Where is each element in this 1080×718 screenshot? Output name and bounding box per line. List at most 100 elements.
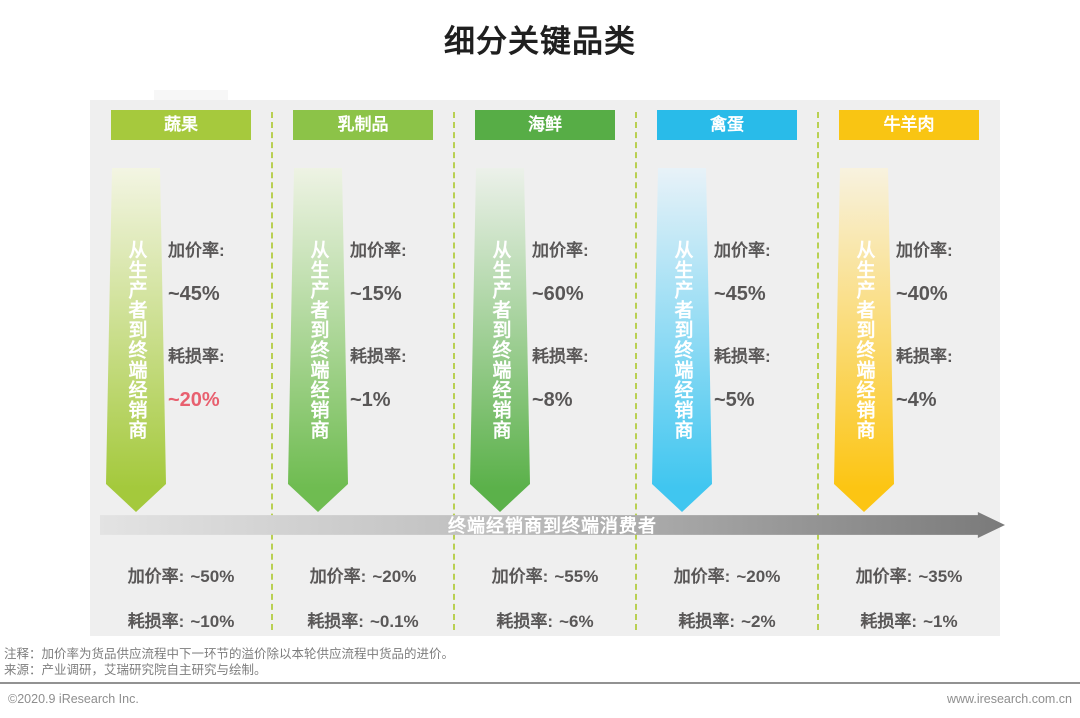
stage2-rates-row: 加价率: ~50% 耗损率: ~10% 加价率: ~20% 耗损率: ~0.1% 加价率… xyxy=(90,550,1000,652)
category-header-label: 蔬果 xyxy=(164,115,198,134)
loss-rate-label: 耗损率: xyxy=(307,612,364,631)
loss-rate-value: ~0.1% xyxy=(369,612,419,631)
category-column: 牛羊肉 从生产者到终端经销商 加价率: ~40% 耗损率: ~4% xyxy=(818,100,1000,636)
category-header: 蔬果 xyxy=(111,110,251,140)
producer-to-distributor-arrow-icon: 从生产者到终端经销商 xyxy=(834,168,894,512)
loss-rate-value: ~1% xyxy=(923,612,958,631)
horizontal-arrow-label: 终端经销商到终端消费者 xyxy=(448,516,657,536)
producer-to-distributor-arrow-icon: 从生产者到终端经销商 xyxy=(470,168,530,512)
chart-panel: 蔬果 从生产者到终端经销商 加价率: ~45% 耗损率: ~20% 乳制品 xyxy=(90,90,1005,636)
stage1-rates: 加价率: ~40% 耗损率: ~4% xyxy=(896,236,996,412)
markup-rate-label: 加价率: xyxy=(491,567,549,586)
markup-rate-value: ~20% xyxy=(736,567,781,586)
loss-rate-value: ~20% xyxy=(168,389,220,411)
loss-rate-value: ~10% xyxy=(190,612,235,631)
footnotes: 注释：加价率为货品供应流程中下一环节的溢价除以本轮供应流程中货品的进价。 来源：… xyxy=(4,646,454,678)
markup-rate-value: ~20% xyxy=(372,567,417,586)
stage2-loss-line: 耗损率: ~0.1% xyxy=(272,607,454,632)
category-header-label: 乳制品 xyxy=(337,115,389,134)
markup-rate-value: ~45% xyxy=(714,283,766,305)
markup-rate-value: ~60% xyxy=(532,283,584,305)
footer-divider xyxy=(0,682,1080,684)
copyright-text: ©2020.9 iResearch Inc. xyxy=(8,692,139,706)
vertical-arrow-label: 从生产者到终端经销商 xyxy=(307,240,329,440)
loss-rate-label: 耗损率: xyxy=(168,347,225,366)
stage2-markup-line: 加价率: ~55% xyxy=(454,562,636,587)
stage2-rates-cell: 加价率: ~20% 耗损率: ~0.1% xyxy=(272,550,454,652)
stage1-rates: 加价率: ~45% 耗损率: ~5% xyxy=(714,236,814,412)
category-header-label: 海鲜 xyxy=(528,115,562,134)
column-separator xyxy=(271,112,273,630)
markup-rate-label: 加价率: xyxy=(127,567,185,586)
stage2-loss-line: 耗损率: ~2% xyxy=(636,607,818,632)
category-columns: 蔬果 从生产者到终端经销商 加价率: ~45% 耗损率: ~20% 乳制品 xyxy=(90,100,1000,636)
column-separator xyxy=(817,112,819,630)
loss-rate-value: ~1% xyxy=(350,389,391,411)
loss-rate-value: ~8% xyxy=(532,389,573,411)
markup-rate-label: 加价率: xyxy=(855,567,913,586)
loss-rate-value: ~2% xyxy=(741,612,776,631)
category-column: 乳制品 从生产者到终端经销商 加价率: ~15% 耗损率: ~1% xyxy=(272,100,454,636)
producer-to-distributor-arrow-icon: 从生产者到终端经销商 xyxy=(106,168,166,512)
stage1-rates: 加价率: ~60% 耗损率: ~8% xyxy=(532,236,632,412)
category-header: 乳制品 xyxy=(293,110,433,140)
stage2-loss-line: 耗损率: ~10% xyxy=(90,607,272,632)
markup-rate-label: 加价率: xyxy=(532,241,589,260)
note-line: 注释：加价率为货品供应流程中下一环节的溢价除以本轮供应流程中货品的进价。 xyxy=(4,647,455,661)
producer-to-distributor-arrow-icon: 从生产者到终端经销商 xyxy=(288,168,348,512)
column-separator xyxy=(453,112,455,630)
category-column: 禽蛋 从生产者到终端经销商 加价率: ~45% 耗损率: ~5% xyxy=(636,100,818,636)
stage2-markup-line: 加价率: ~50% xyxy=(90,562,272,587)
loss-rate-label: 耗损率: xyxy=(896,347,953,366)
stage2-loss-line: 耗损率: ~6% xyxy=(454,607,636,632)
loss-rate-label: 耗损率: xyxy=(127,612,185,631)
producer-to-distributor-arrow-icon: 从生产者到终端经销商 xyxy=(652,168,712,512)
loss-rate-value: ~6% xyxy=(559,612,594,631)
website-link[interactable]: www.iresearch.com.cn xyxy=(946,692,1072,706)
stage2-loss-line: 耗损率: ~1% xyxy=(818,607,1000,632)
category-header: 海鲜 xyxy=(475,110,615,140)
loss-rate-label: 耗损率: xyxy=(678,612,736,631)
category-column: 海鲜 从生产者到终端经销商 加价率: ~60% 耗损率: ~8% xyxy=(454,100,636,636)
category-header-label: 牛羊肉 xyxy=(883,115,935,134)
stage2-rates-cell: 加价率: ~50% 耗损率: ~10% xyxy=(90,550,272,652)
stage2-markup-line: 加价率: ~20% xyxy=(636,562,818,587)
panel-tab-notch xyxy=(154,90,228,100)
vertical-arrow-label: 从生产者到终端经销商 xyxy=(671,240,693,440)
stage2-markup-line: 加价率: ~35% xyxy=(818,562,1000,587)
loss-rate-label: 耗损率: xyxy=(496,612,554,631)
stage1-rates: 加价率: ~15% 耗损率: ~1% xyxy=(350,236,450,412)
markup-rate-value: ~55% xyxy=(554,567,599,586)
markup-rate-label: 加价率: xyxy=(714,241,771,260)
source-line: 来源：产业调研，艾瑞研究院自主研究与绘制。 xyxy=(4,663,267,677)
markup-rate-value: ~50% xyxy=(190,567,235,586)
stage2-rates-cell: 加价率: ~35% 耗损率: ~1% xyxy=(818,550,1000,652)
vertical-arrow-label: 从生产者到终端经销商 xyxy=(125,240,147,440)
category-header-label: 禽蛋 xyxy=(710,115,744,134)
category-header: 禽蛋 xyxy=(657,110,797,140)
category-header: 牛羊肉 xyxy=(839,110,979,140)
page-title: 细分关键品类 xyxy=(444,24,636,59)
category-column: 蔬果 从生产者到终端经销商 加价率: ~45% 耗损率: ~20% xyxy=(90,100,272,636)
distributor-to-consumer-arrow-icon: 终端经销商到终端消费者 xyxy=(100,512,1005,538)
markup-rate-value: ~15% xyxy=(350,283,402,305)
loss-rate-label: 耗损率: xyxy=(532,347,589,366)
loss-rate-value: ~5% xyxy=(714,389,755,411)
markup-rate-label: 加价率: xyxy=(309,567,367,586)
stage1-rates: 加价率: ~45% 耗损率: ~20% xyxy=(168,236,268,412)
stage2-rates-cell: 加价率: ~20% 耗损率: ~2% xyxy=(636,550,818,652)
vertical-arrow-label: 从生产者到终端经销商 xyxy=(489,240,511,440)
vertical-arrow-label: 从生产者到终端经销商 xyxy=(853,240,875,440)
loss-rate-label: 耗损率: xyxy=(350,347,407,366)
markup-rate-value: ~35% xyxy=(918,567,963,586)
markup-rate-value: ~45% xyxy=(168,283,220,305)
markup-rate-label: 加价率: xyxy=(350,241,407,260)
stage2-markup-line: 加价率: ~20% xyxy=(272,562,454,587)
loss-rate-value: ~4% xyxy=(896,389,937,411)
markup-rate-label: 加价率: xyxy=(896,241,953,260)
markup-rate-value: ~40% xyxy=(896,283,948,305)
markup-rate-label: 加价率: xyxy=(168,241,225,260)
markup-rate-label: 加价率: xyxy=(673,567,731,586)
stage2-rates-cell: 加价率: ~55% 耗损率: ~6% xyxy=(454,550,636,652)
